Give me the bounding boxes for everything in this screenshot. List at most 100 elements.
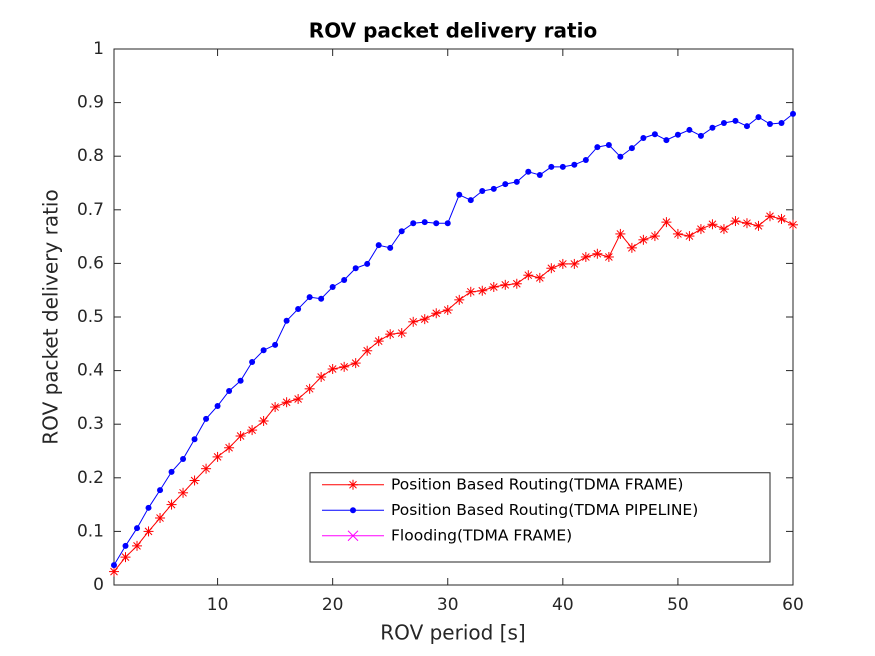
marker-stroke <box>317 373 326 381</box>
marker-stroke <box>347 530 359 542</box>
marker-stroke <box>743 219 751 228</box>
marker-dot <box>582 156 589 163</box>
data-point <box>534 272 545 283</box>
marker-stroke <box>213 453 222 461</box>
data-point <box>661 217 672 228</box>
data-point <box>327 363 338 374</box>
marker-dot <box>559 163 566 170</box>
marker-dot <box>651 131 658 138</box>
data-point <box>442 305 453 316</box>
y-tick-label: 0.1 <box>77 521 104 541</box>
data-point <box>718 224 729 235</box>
data-point <box>247 425 258 436</box>
data-point <box>201 463 212 474</box>
marker-stroke <box>328 365 337 373</box>
marker-dot <box>479 188 486 195</box>
marker-dot <box>168 468 175 475</box>
data-point <box>352 265 359 272</box>
marker-stroke <box>593 249 602 258</box>
marker-stroke <box>501 280 510 289</box>
marker-dot <box>364 260 371 267</box>
marker-stroke <box>628 244 636 252</box>
data-point <box>640 134 647 141</box>
marker-dot <box>134 525 141 532</box>
marker-stroke <box>305 384 314 393</box>
x-tick-label: 30 <box>437 595 459 615</box>
data-point <box>605 141 612 148</box>
marker-dot <box>456 191 463 198</box>
marker-dot <box>536 171 543 178</box>
data-point <box>707 219 718 230</box>
marker-dot <box>111 562 117 569</box>
marker-dot <box>433 220 440 227</box>
y-tick-label: 0.5 <box>77 307 104 327</box>
data-point <box>306 294 313 301</box>
data-point <box>339 361 350 372</box>
data-point <box>753 220 764 231</box>
marker-dot <box>272 341 279 348</box>
x-tick-label: 40 <box>552 595 574 615</box>
data-point <box>651 131 658 138</box>
marker-stroke <box>397 329 406 337</box>
marker-stroke <box>432 309 441 318</box>
y-tick-label: 0.3 <box>77 414 104 434</box>
marker-stroke <box>349 480 357 489</box>
data-point <box>270 402 281 413</box>
data-point <box>134 525 141 532</box>
marker-stroke <box>639 235 648 244</box>
data-point <box>790 110 796 117</box>
legend-label: Position Based Routing(TDMA FRAME) <box>391 475 683 493</box>
marker-stroke <box>720 225 728 233</box>
y-tick-label: 0.9 <box>77 93 104 113</box>
marker-dot <box>525 168 532 175</box>
marker-dot <box>778 119 785 126</box>
y-axis-label: ROV packet delivery ratio <box>39 189 63 444</box>
marker-stroke <box>133 542 141 550</box>
x-tick-label: 60 <box>782 595 804 615</box>
data-point <box>180 456 187 463</box>
marker-stroke <box>259 417 268 425</box>
marker-stroke <box>697 225 705 233</box>
data-point <box>788 219 798 230</box>
data-point <box>615 228 626 239</box>
data-point <box>260 347 267 354</box>
data-point <box>157 487 164 494</box>
data-point <box>592 248 603 259</box>
marker-stroke <box>570 260 579 268</box>
data-point <box>490 185 497 192</box>
marker-dot <box>145 504 152 511</box>
data-point <box>398 228 405 235</box>
marker-dot <box>628 145 635 152</box>
data-point <box>571 161 578 168</box>
y-tick-label: 0.8 <box>77 146 104 166</box>
y-tick-label: 0 <box>93 575 104 595</box>
legend-box <box>309 472 771 563</box>
marker-stroke <box>455 295 464 304</box>
x-axis-label: ROV period [s] <box>380 621 525 645</box>
data-point <box>479 188 486 195</box>
marker-dot <box>755 114 762 121</box>
data-point <box>385 329 396 340</box>
data-point <box>741 218 752 229</box>
marker-stroke <box>294 395 302 403</box>
marker-stroke <box>547 264 556 273</box>
data-point <box>421 219 428 226</box>
marker-dot <box>663 137 670 144</box>
marker-stroke <box>651 232 659 240</box>
marker-dot <box>283 317 290 324</box>
marker-dot <box>444 220 451 227</box>
data-point <box>295 305 302 312</box>
legend-marker <box>347 530 359 542</box>
data-point <box>649 231 660 242</box>
marker-stroke <box>512 279 521 288</box>
y-tick-label: 0.6 <box>77 253 104 273</box>
marker-stroke <box>754 222 763 230</box>
data-point <box>431 308 442 319</box>
data-point <box>684 231 695 242</box>
data-point <box>237 377 244 384</box>
legend-marker <box>350 507 356 514</box>
data-point <box>569 258 580 269</box>
data-point <box>111 562 117 569</box>
data-point <box>212 451 223 462</box>
data-point <box>638 234 649 245</box>
